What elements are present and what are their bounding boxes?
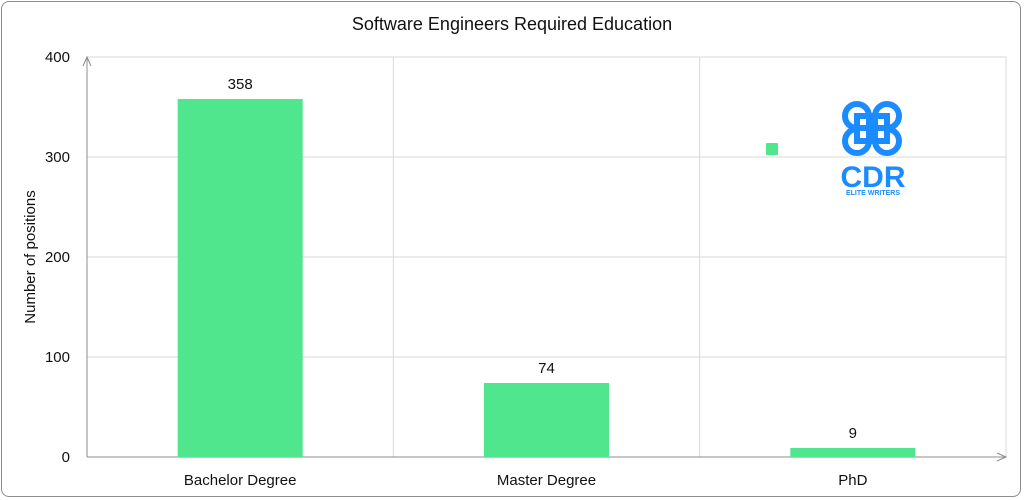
category-labels: Bachelor Degree Master Degree PhD (184, 472, 868, 489)
data-label: 358 (228, 76, 253, 93)
x-tick-label: Bachelor Degree (184, 472, 297, 489)
chart-title: Software Engineers Required Education (352, 14, 672, 34)
bars (177, 99, 916, 457)
command-key-icon (842, 101, 902, 156)
y-tick-label: 400 (45, 49, 70, 66)
y-tick-label: 100 (45, 349, 70, 366)
y-tick-label: 300 (45, 149, 70, 166)
x-tick-label: Master Degree (497, 472, 596, 489)
y-tick-labels: 0 100 200 300 400 (45, 49, 70, 466)
logo-tagline-text: ELITE WRITERS (846, 190, 900, 197)
green-square-icon (766, 143, 778, 155)
y-axis-arrow-icon (82, 55, 92, 67)
watermark-logo: CDR ELITE WRITERS (766, 101, 906, 197)
y-tick-label: 0 (62, 449, 70, 466)
bar (790, 448, 916, 457)
data-label: 9 (849, 425, 857, 442)
x-axis-arrow-icon (996, 452, 1008, 462)
y-tick-label: 200 (45, 249, 70, 266)
x-tick-label: PhD (838, 472, 867, 489)
logo-brand-text: CDR (841, 161, 906, 194)
y-axis-label: Number of positions (22, 190, 39, 323)
bar (484, 383, 609, 457)
bar (177, 99, 303, 457)
data-label: 74 (538, 360, 555, 377)
data-labels: 358 74 9 (228, 76, 857, 442)
